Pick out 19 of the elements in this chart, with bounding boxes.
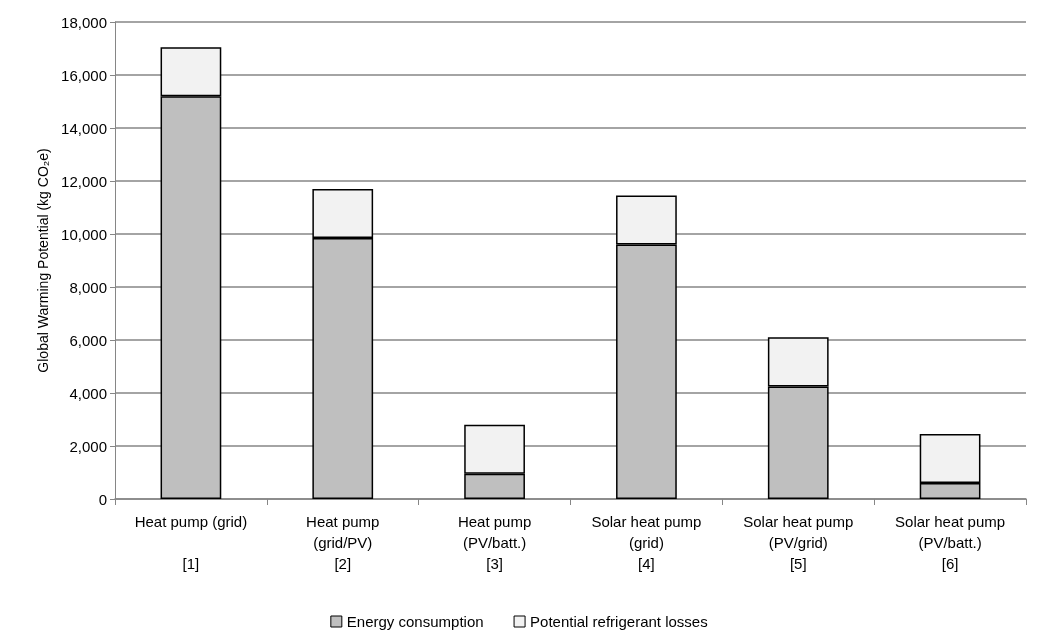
legend-label: Energy consumption <box>346 613 484 630</box>
y-tick-label: 6,000 <box>69 331 107 349</box>
y-tick-label: 8,000 <box>69 278 107 296</box>
x-tick-label: Heat pump (PV/batt.) [3] <box>457 513 532 572</box>
y-tick-label: 14,000 <box>61 119 107 137</box>
x-tick-label: Solar heat pump (PV/grid) [5] <box>743 513 854 572</box>
x-tick-label: Heat pump (grid/PV) [2] <box>306 513 380 572</box>
category-label: Heat pump (grid) [1] <box>134 513 248 572</box>
y-tick-label: 0 <box>98 490 107 508</box>
y-tick-label: 12,000 <box>61 172 107 190</box>
y-tick-label: 4,000 <box>69 384 107 402</box>
y-tick-label: 16,000 <box>61 66 107 84</box>
x-tick-label: Solar heat pump (grid) [4] <box>591 513 702 572</box>
y-tick-label: 18,000 <box>61 13 107 31</box>
y-tick-label: 2,000 <box>69 437 107 455</box>
y-tick-label: 10,000 <box>61 225 107 243</box>
x-tick-label: Solar heat pump (PV/batt.) [6] <box>895 513 1006 572</box>
legend-label: Potential refrigerant losses <box>530 613 708 630</box>
y-axis-title: Global Warming Potential (kg CO₂e) <box>35 148 52 373</box>
